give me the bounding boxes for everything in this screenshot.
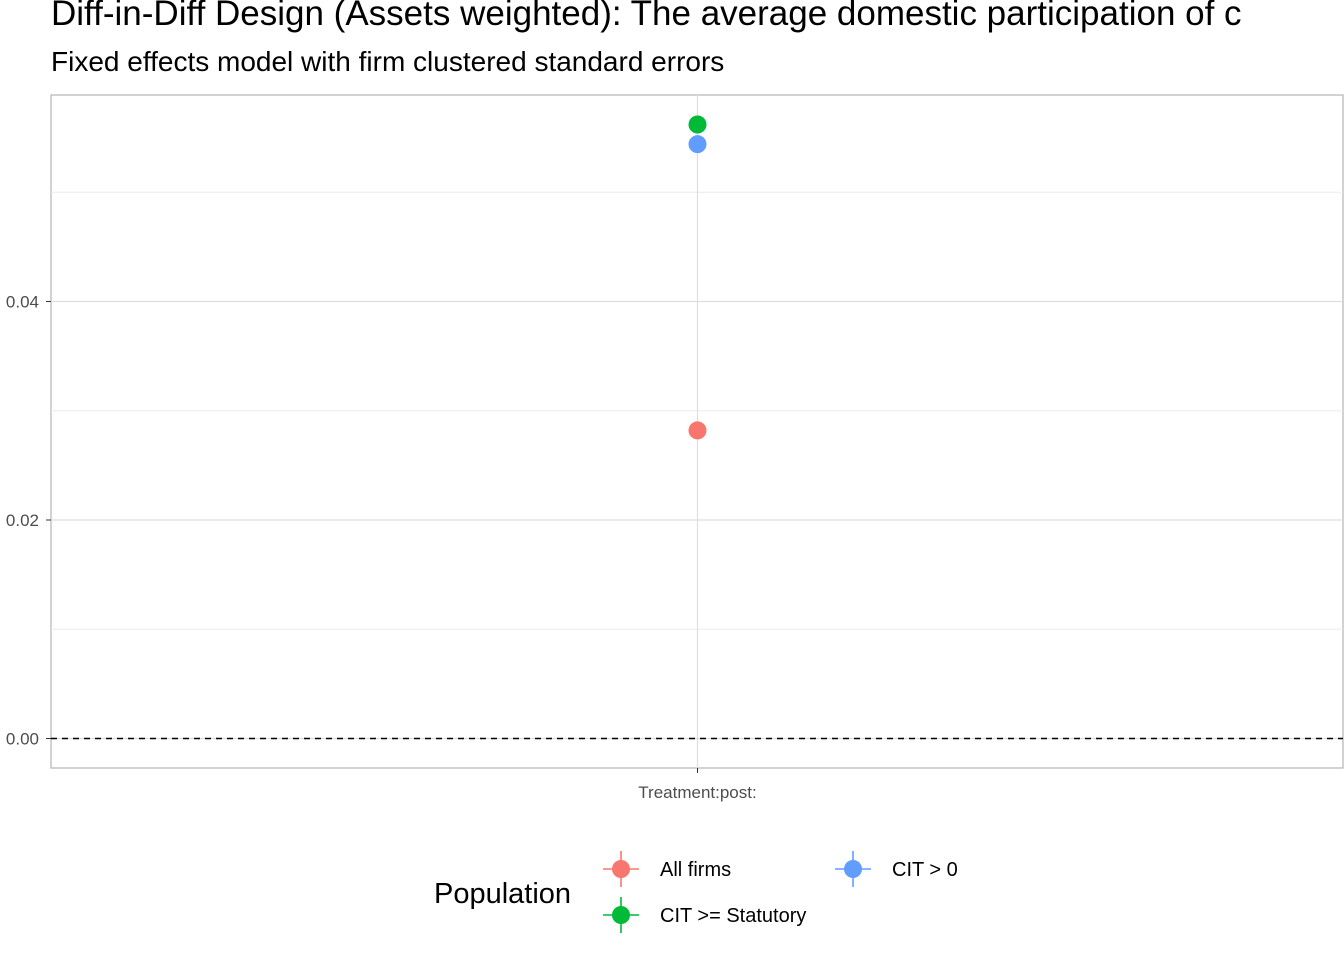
y-tick-label: 0.02	[6, 511, 39, 530]
legend-item-cit-statutory: CIT >= Statutory	[603, 897, 806, 933]
legend-label: All firms	[660, 859, 731, 881]
x-tick-label: Treatment:post:	[638, 783, 756, 802]
chart-title: Diff-in-Diff Design (Assets weighted): T…	[51, 0, 1242, 33]
data-point-cit-0	[688, 135, 707, 154]
data-point-all-firms	[688, 421, 707, 440]
legend-key-dot	[612, 860, 630, 878]
y-tick-label: 0.00	[6, 730, 39, 749]
chart-subtitle: Fixed effects model with firm clustered …	[51, 46, 725, 77]
legend-key-dot	[844, 860, 862, 878]
data-point-cit-statutory	[688, 115, 707, 134]
legend-item-cit-0: CIT > 0	[835, 851, 958, 887]
y-tick-label: 0.04	[6, 292, 39, 311]
legend-title: Population	[434, 878, 571, 910]
legend-label: CIT >= Statutory	[660, 905, 806, 927]
plot-area: 0.00 0.02 0.04 Treatment:post:	[6, 94, 1344, 802]
legend-label: CIT > 0	[892, 859, 958, 881]
legend-item-all-firms: All firms	[603, 851, 731, 887]
legend-key-dot	[612, 906, 630, 924]
legend: Population All firms CIT > 0 CIT >= Statuto…	[434, 851, 958, 933]
